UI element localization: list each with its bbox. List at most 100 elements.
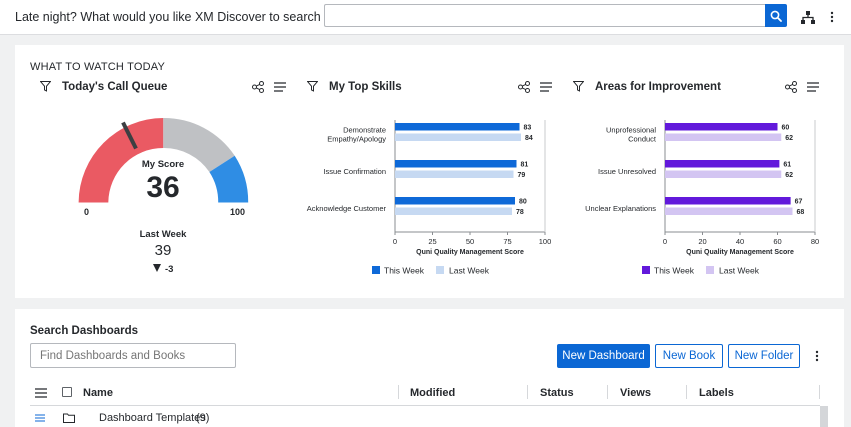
bar <box>395 207 512 215</box>
column-menu-icon[interactable] <box>35 388 47 398</box>
bar <box>395 170 514 178</box>
category-label: Unprofessional <box>606 126 656 135</box>
call-queue-title: Today's Call Queue <box>62 81 168 93</box>
down-triangle-icon <box>153 264 161 272</box>
column-divider <box>686 385 687 399</box>
new-folder-button[interactable]: New Folder <box>728 344 800 368</box>
bar <box>665 160 780 168</box>
x-tick-label: 50 <box>466 237 474 246</box>
filter-icon[interactable] <box>40 81 51 92</box>
find-dashboards-input[interactable] <box>30 343 236 368</box>
gauge-segment-red <box>78 118 164 203</box>
search-button[interactable] <box>765 4 787 27</box>
legend-swatch-last-week <box>436 266 444 274</box>
improvement-chart: 0 20 40 60 80 Quni Quality Management Score Un… <box>585 120 819 276</box>
gauge-segment-gray <box>163 117 235 172</box>
row-name[interactable]: Dashboard Templates <box>99 412 206 424</box>
new-book-button[interactable]: New Book <box>655 344 723 368</box>
data-label: 60 <box>782 125 790 132</box>
data-label: 68 <box>797 209 805 216</box>
category-label: Empathy/Apology <box>327 135 386 144</box>
column-labels[interactable]: Labels <box>699 387 734 399</box>
x-tick-label: 100 <box>539 237 552 246</box>
x-tick-label: 80 <box>811 237 819 246</box>
x-axis-label: Quni Quality Management Score <box>686 249 794 256</box>
legend-swatch-this-week <box>372 266 380 274</box>
menu-icon[interactable] <box>274 82 286 92</box>
top-skills-title: My Top Skills <box>329 81 402 93</box>
legend-last-week: Last Week <box>449 266 490 276</box>
column-divider <box>607 385 608 399</box>
dashboards-panel <box>15 309 844 427</box>
category-label: Issue Confirmation <box>323 167 386 176</box>
bar <box>395 133 521 141</box>
category-label: Issue Unresolved <box>598 167 656 176</box>
share-icon[interactable] <box>518 81 530 93</box>
bar <box>395 160 517 168</box>
score-value: 36 <box>146 171 180 204</box>
score-delta: -3 <box>165 264 174 275</box>
select-all-checkbox[interactable] <box>62 387 72 397</box>
column-divider <box>527 385 528 399</box>
column-modified[interactable]: Modified <box>410 387 456 399</box>
category-label: Conduct <box>628 135 657 144</box>
row-menu-icon[interactable] <box>35 414 45 422</box>
score-label: My Score <box>141 159 185 170</box>
share-icon[interactable] <box>252 81 264 93</box>
data-label: 78 <box>516 209 524 216</box>
category-label: Unclear Explanations <box>585 204 656 213</box>
bar <box>665 123 778 131</box>
column-status[interactable]: Status <box>540 387 574 399</box>
gauge-min-label: 0 <box>84 207 90 217</box>
bar <box>665 207 793 215</box>
share-icon[interactable] <box>785 81 797 93</box>
data-label: 80 <box>519 199 527 206</box>
search-dashboards-title: Search Dashboards <box>30 325 139 337</box>
bar <box>665 197 791 205</box>
more-options-button[interactable] <box>826 8 838 26</box>
data-label: 84 <box>525 135 533 142</box>
menu-icon[interactable] <box>807 82 819 92</box>
data-label: 61 <box>783 162 791 169</box>
bar <box>395 197 515 205</box>
data-label: 62 <box>785 135 793 142</box>
folder-icon <box>63 413 75 423</box>
what-to-watch-title: WHAT TO WATCH TODAY <box>30 61 165 73</box>
x-axis-label: Quni Quality Management Score <box>416 249 524 256</box>
search-prompt: Late night? What would you like XM Disco… <box>15 10 387 24</box>
filter-icon[interactable] <box>307 81 318 92</box>
data-label: 62 <box>785 172 793 179</box>
x-tick-label: 0 <box>393 237 397 246</box>
column-divider <box>819 385 820 399</box>
global-search-input[interactable] <box>324 4 765 27</box>
new-dashboard-button[interactable]: New Dashboard <box>557 344 650 368</box>
x-tick-label: 40 <box>736 237 744 246</box>
bar <box>665 133 782 141</box>
legend-this-week: This Week <box>654 266 695 276</box>
filter-icon[interactable] <box>573 81 584 92</box>
more-vertical-icon[interactable] <box>815 350 819 362</box>
scrollbar[interactable] <box>820 406 828 427</box>
x-tick-label: 75 <box>503 237 511 246</box>
menu-icon[interactable] <box>540 82 552 92</box>
hierarchy-button[interactable] <box>799 8 817 26</box>
gauge-needle <box>121 121 138 150</box>
gauge-segment-blue <box>209 155 249 203</box>
legend-swatch-this-week <box>642 266 650 274</box>
top-skills-chart: 0 25 50 75 100 Quni Quality Management Score D… <box>307 120 552 276</box>
category-label: Acknowledge Customer <box>307 204 387 213</box>
search-icon <box>770 10 782 22</box>
x-tick-label: 20 <box>698 237 706 246</box>
data-label: 79 <box>518 172 526 179</box>
column-divider <box>398 385 399 399</box>
legend-swatch-last-week <box>706 266 714 274</box>
x-tick-label: 25 <box>428 237 436 246</box>
table-row[interactable]: Dashboard Templates (9) <box>30 406 820 427</box>
column-name[interactable]: Name <box>83 387 113 399</box>
data-label: 81 <box>521 162 529 169</box>
legend-last-week: Last Week <box>719 266 760 276</box>
column-views[interactable]: Views <box>620 387 651 399</box>
gauge-max-label: 100 <box>230 207 246 217</box>
category-label: Demonstrate <box>343 126 386 135</box>
last-week-value: 39 <box>154 242 172 259</box>
